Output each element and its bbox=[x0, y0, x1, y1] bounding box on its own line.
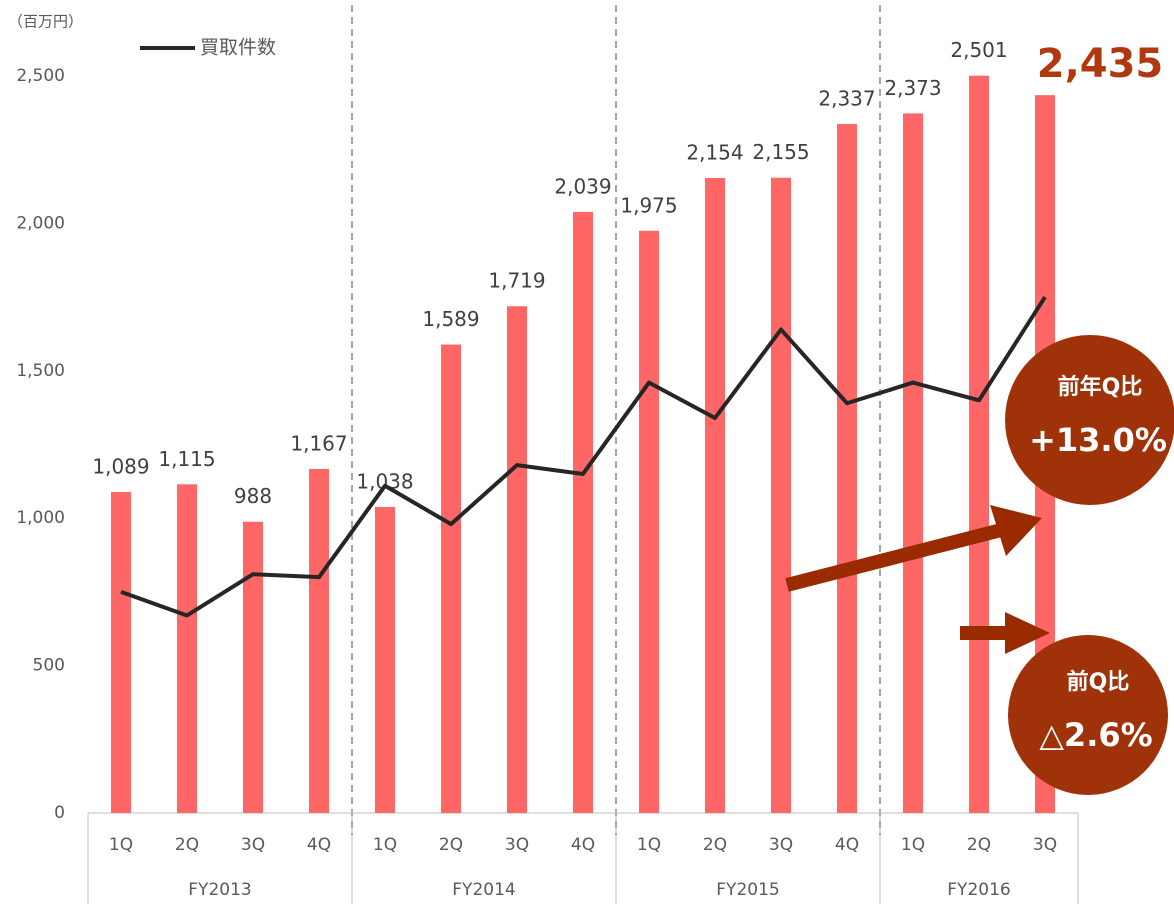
group-label: FY2015 bbox=[716, 880, 779, 900]
bar bbox=[177, 484, 197, 813]
bar bbox=[639, 230, 659, 813]
x-tick-label: 1Q bbox=[109, 835, 133, 855]
data-label: 1,115 bbox=[158, 447, 215, 471]
data-label: 2,337 bbox=[818, 87, 875, 111]
data-label: 988 bbox=[234, 484, 272, 508]
group-label: FY2016 bbox=[947, 880, 1010, 900]
x-tick-label: 4Q bbox=[571, 835, 595, 855]
data-label: 2,435 bbox=[1037, 41, 1164, 87]
y-tick-label: 2,000 bbox=[16, 213, 65, 233]
y-tick-label: 0 bbox=[54, 803, 65, 823]
data-label: 2,155 bbox=[752, 140, 809, 164]
callout-circle bbox=[1005, 335, 1174, 505]
data-label: 1,589 bbox=[422, 307, 479, 331]
bar bbox=[375, 506, 395, 813]
x-tick-label: 3Q bbox=[769, 835, 793, 855]
bar bbox=[111, 491, 131, 813]
callout-value: △2.6% bbox=[1039, 716, 1152, 754]
data-label: 1,719 bbox=[488, 269, 545, 293]
y-tick-label: 500 bbox=[33, 656, 65, 676]
bar bbox=[903, 113, 923, 814]
callout-title: 前Q比 bbox=[1067, 669, 1130, 695]
arrow bbox=[785, 522, 1007, 592]
data-label: 2,373 bbox=[884, 76, 941, 100]
data-label: 2,501 bbox=[950, 38, 1007, 62]
bar bbox=[969, 75, 989, 813]
x-tick-label: 2Q bbox=[175, 835, 199, 855]
group-label: FY2013 bbox=[188, 880, 251, 900]
data-label: 1,975 bbox=[620, 193, 677, 217]
data-label: 1,089 bbox=[92, 454, 149, 478]
data-label: 1,038 bbox=[356, 469, 413, 493]
bar bbox=[243, 521, 263, 813]
x-tick-label: 1Q bbox=[901, 835, 925, 855]
x-tick-label: 3Q bbox=[1033, 835, 1057, 855]
callout-circle bbox=[1008, 635, 1168, 795]
x-tick-label: 3Q bbox=[241, 835, 265, 855]
bar bbox=[573, 211, 593, 813]
arrow-head bbox=[990, 505, 1042, 556]
x-tick-label: 1Q bbox=[637, 835, 661, 855]
y-tick-label: 1,500 bbox=[16, 361, 65, 381]
bar bbox=[771, 177, 791, 813]
x-tick-label: 2Q bbox=[703, 835, 727, 855]
bar bbox=[441, 344, 461, 813]
y-tick-label: 2,500 bbox=[16, 66, 65, 86]
bar bbox=[705, 178, 725, 813]
bar bbox=[309, 468, 329, 813]
x-tick-label: 3Q bbox=[505, 835, 529, 855]
callout-value: +13.0% bbox=[1029, 421, 1167, 459]
data-label: 2,154 bbox=[686, 141, 743, 165]
x-tick-label: 1Q bbox=[373, 835, 397, 855]
x-tick-label: 4Q bbox=[307, 835, 331, 855]
group-label: FY2014 bbox=[452, 880, 515, 900]
x-tick-label: 2Q bbox=[967, 835, 991, 855]
bar bbox=[507, 306, 527, 813]
arrow-head bbox=[1005, 612, 1050, 654]
unit-label: （百万円） bbox=[8, 13, 83, 31]
legend-label: 買取件数 bbox=[200, 37, 276, 59]
data-label: 2,039 bbox=[554, 174, 611, 198]
data-label: 1,167 bbox=[290, 431, 347, 455]
callout-title: 前年Q比 bbox=[1058, 374, 1143, 400]
x-tick-label: 4Q bbox=[835, 835, 859, 855]
line bbox=[120, 296, 1047, 618]
bar bbox=[837, 124, 857, 814]
y-tick-label: 1,000 bbox=[16, 508, 65, 528]
x-tick-label: 2Q bbox=[439, 835, 463, 855]
